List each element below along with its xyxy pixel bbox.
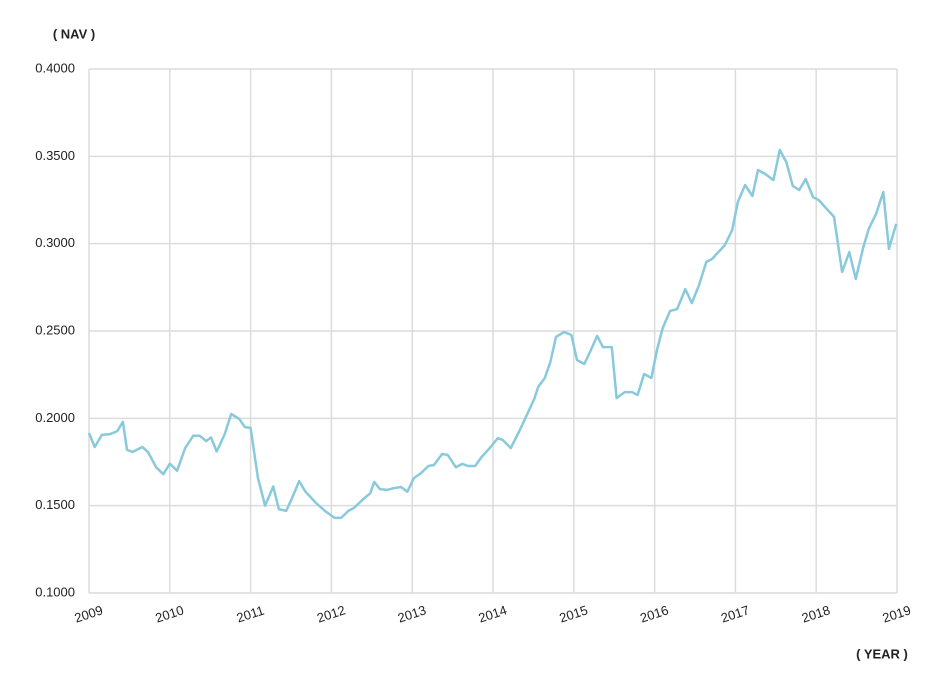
x-tick-label: 2018 — [800, 602, 832, 625]
y-tick-label: 0.1500 — [35, 497, 75, 512]
y-tick-label: 0.1000 — [35, 584, 75, 599]
y-tick-label: 0.3500 — [35, 148, 75, 163]
y-tick-label: 0.2500 — [35, 322, 75, 337]
line — [87, 148, 898, 520]
x-tick-label: 2017 — [719, 602, 751, 625]
x-tick-label: 2012 — [315, 602, 347, 625]
x-tick-label: 2016 — [638, 602, 670, 625]
y-tick-label: 0.3000 — [35, 235, 75, 250]
x-tick-label: 2013 — [396, 602, 428, 625]
x-tick-label: 2010 — [153, 602, 185, 625]
x-tick-label: 2009 — [73, 602, 105, 625]
y-tick-label: 0.4000 — [35, 60, 75, 75]
x-tick-label: 2015 — [557, 602, 589, 625]
x-tick-label: 2019 — [881, 602, 913, 625]
y-tick-label: 0.2000 — [35, 410, 75, 425]
x-axis-title: ( YEAR ) — [856, 646, 908, 661]
y-axis-title: ( NAV ) — [53, 26, 95, 41]
x-tick-label: 2011 — [235, 603, 266, 626]
x-tick-label: 2014 — [477, 602, 509, 625]
